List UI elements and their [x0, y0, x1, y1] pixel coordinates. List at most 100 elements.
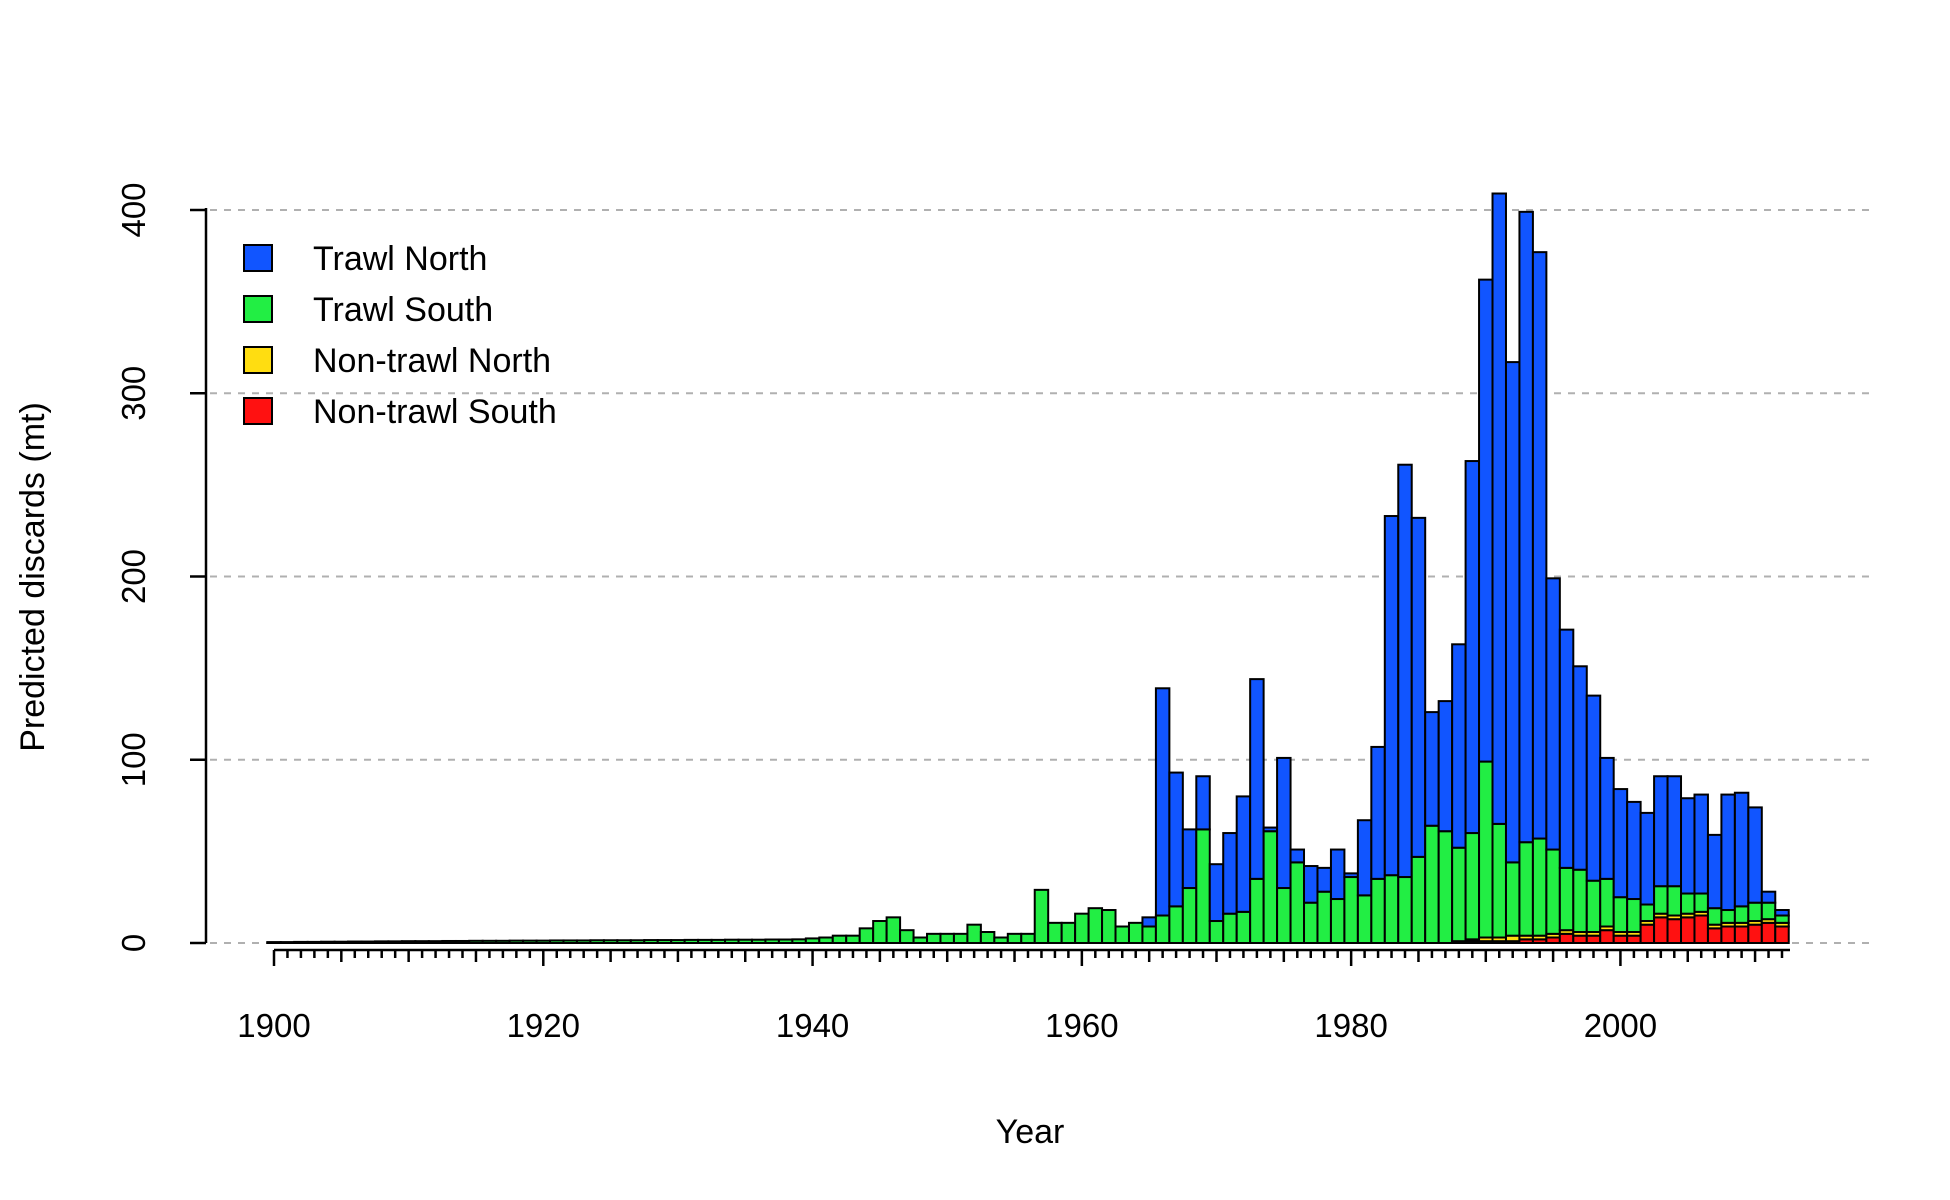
bar-trawl-south-1918	[508, 939, 525, 944]
bar-trawl-north-1992	[1504, 361, 1521, 864]
bar-trawl-north-1969	[1195, 775, 1211, 831]
bar-trawl-south-1985	[1410, 855, 1427, 944]
bar-trawl-south-1980	[1343, 876, 1359, 945]
bar-trawl-south-1979	[1329, 898, 1346, 945]
bar-trawl-south-1905	[333, 940, 350, 944]
x-tick-label-1940: 1940	[776, 1007, 849, 1044]
bar-nontrawl-south-2005	[1680, 916, 1696, 944]
bar-trawl-north-2002	[1639, 811, 1656, 906]
bar-trawl-north-2010	[1747, 806, 1763, 904]
bar-trawl-south-1992	[1504, 861, 1521, 937]
bar-trawl-south-1955	[1006, 932, 1023, 945]
bar-trawl-north-1986	[1424, 711, 1440, 827]
bar-trawl-north-1995	[1545, 577, 1561, 851]
legend-swatch-trawl-north	[243, 244, 273, 272]
bar-trawl-south-2001	[1626, 898, 1642, 934]
bar-trawl-north-2004	[1666, 775, 1683, 888]
bar-trawl-north-1988	[1451, 643, 1467, 849]
bar-nontrawl-south-2008	[1720, 925, 1736, 945]
bar-trawl-south-2000	[1612, 896, 1629, 934]
bar-trawl-south-1909	[387, 940, 403, 945]
bar-trawl-south-1968	[1181, 887, 1198, 945]
bar-trawl-south-1989	[1464, 832, 1481, 941]
bar-trawl-north-2011	[1760, 890, 1777, 904]
legend-label-nontrawl-north: Non-trawl North	[313, 342, 551, 380]
x-tick-label-1980: 1980	[1314, 1007, 1387, 1044]
bar-trawl-south-1910	[400, 940, 417, 944]
bar-trawl-south-1986	[1424, 824, 1440, 944]
bar-trawl-south-1983	[1383, 874, 1400, 945]
bar-trawl-north-1980	[1343, 872, 1359, 879]
x-tick-label-2000: 2000	[1584, 1007, 1657, 1044]
bar-trawl-south-1972	[1235, 910, 1252, 944]
bar-trawl-south-1917	[495, 939, 511, 945]
bar-trawl-south-1944	[858, 927, 875, 945]
bar-trawl-south-1942	[831, 934, 848, 944]
bar-trawl-north-1998	[1585, 694, 1602, 882]
bar-trawl-south-1930	[670, 939, 686, 944]
bar-trawl-north-2003	[1653, 775, 1669, 888]
bar-trawl-south-1967	[1168, 905, 1184, 944]
bar-trawl-south-1998	[1585, 879, 1602, 934]
legend-swatch-nontrawl-north	[243, 346, 273, 374]
bar-trawl-south-2006	[1693, 892, 1709, 913]
x-tick-label-1900: 1900	[237, 1007, 310, 1044]
bar-trawl-south-1974	[1262, 830, 1279, 945]
bar-trawl-south-1981	[1356, 894, 1373, 944]
bar-trawl-south-1916	[481, 939, 498, 945]
bar-trawl-north-1977	[1303, 865, 1319, 904]
bar-nontrawl-south-2007	[1706, 927, 1723, 945]
bar-trawl-south-1900	[266, 941, 282, 944]
bar-trawl-south-1934	[724, 938, 740, 944]
legend-label-trawl-south: Trawl South	[313, 291, 493, 329]
y-tick-label-0: 0	[115, 934, 152, 952]
bar-trawl-south-2005	[1680, 892, 1696, 915]
bar-trawl-north-1971	[1222, 832, 1238, 915]
bar-trawl-south-1902	[293, 940, 309, 945]
bar-trawl-south-1987	[1437, 830, 1454, 945]
bar-trawl-south-1963	[1114, 925, 1130, 945]
bar-trawl-south-1913	[441, 939, 457, 945]
bar-trawl-south-1976	[1289, 861, 1306, 944]
bar-trawl-south-1973	[1249, 877, 1265, 944]
bar-trawl-south-1932	[697, 938, 713, 945]
bar-trawl-south-1946	[885, 916, 902, 944]
bar-trawl-south-2007	[1706, 907, 1723, 926]
bar-trawl-south-2004	[1666, 885, 1683, 917]
bar-trawl-north-1974	[1262, 826, 1279, 833]
legend-swatch-nontrawl-south	[243, 397, 273, 425]
bar-trawl-south-1957	[1033, 888, 1050, 944]
bar-trawl-north-1991	[1491, 192, 1507, 825]
bar-trawl-south-1995	[1545, 848, 1561, 935]
bar-trawl-north-2008	[1720, 793, 1736, 912]
bar-nontrawl-south-2000	[1612, 934, 1629, 944]
bar-trawl-south-1975	[1276, 887, 1292, 945]
bar-nontrawl-south-1996	[1558, 932, 1575, 945]
bar-trawl-south-1997	[1572, 868, 1588, 934]
bar-trawl-south-1920	[535, 939, 552, 944]
bar-trawl-south-2010	[1747, 901, 1763, 923]
x-tick-label-1960: 1960	[1045, 1007, 1118, 1044]
bar-trawl-south-1911	[414, 940, 430, 944]
bar-trawl-south-1948	[912, 936, 929, 945]
bar-trawl-south-1938	[777, 938, 794, 944]
bar-trawl-south-1921	[549, 939, 565, 945]
bar-trawl-north-1987	[1437, 700, 1454, 833]
bar-trawl-north-2000	[1612, 788, 1629, 899]
bar-trawl-south-1933	[710, 938, 727, 945]
bar-layer	[266, 192, 1790, 945]
x-axis-title: Year	[996, 1113, 1065, 1151]
bar-trawl-south-1939	[791, 938, 807, 945]
bar-trawl-south-1953	[979, 931, 996, 945]
bar-trawl-south-1952	[966, 923, 982, 944]
bar-trawl-south-1978	[1316, 890, 1332, 945]
bar-trawl-south-1945	[872, 920, 888, 945]
bar-trawl-south-1936	[750, 938, 767, 944]
bar-trawl-south-2002	[1639, 903, 1656, 923]
bar-trawl-south-1937	[764, 938, 780, 944]
bar-trawl-south-2009	[1733, 905, 1750, 924]
bar-trawl-north-1973	[1249, 678, 1265, 880]
bar-trawl-south-1940	[804, 937, 821, 945]
y-tick-label-100: 100	[115, 732, 152, 787]
bar-trawl-south-1928	[643, 939, 659, 944]
